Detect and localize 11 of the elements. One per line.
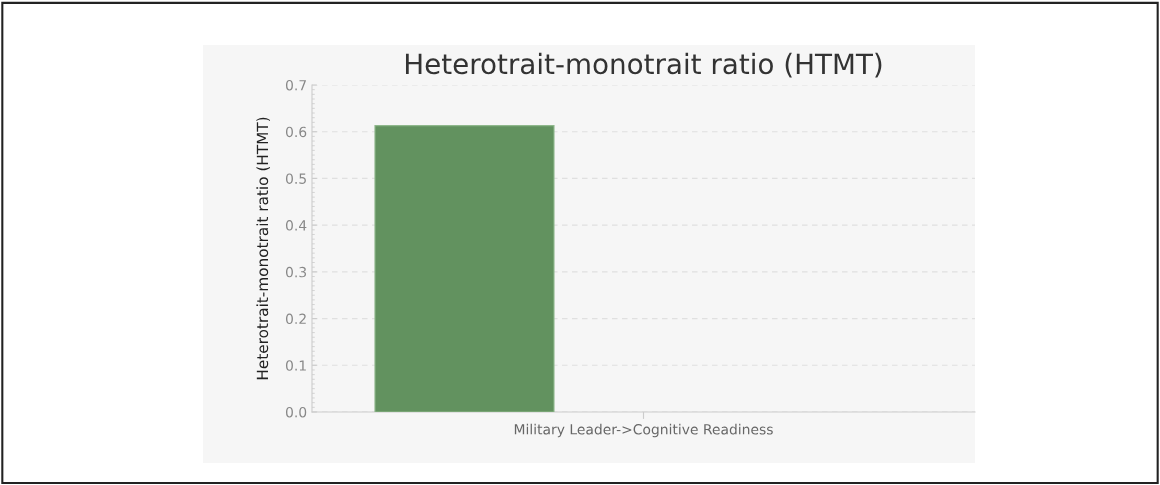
chart-title: Heterotrait-monotrait ratio (HTMT) <box>405 52 882 78</box>
y-tick-label: 0.0 <box>285 406 307 418</box>
y-tick-label: 0.3 <box>285 266 307 278</box>
y-tick-label: 0.1 <box>285 360 306 371</box>
y-axis-title: Heterotrait-monotrait ratio (HTMT) <box>256 117 270 380</box>
y-tick-label: 0.4 <box>285 220 307 231</box>
y-tick-label: 0.6 <box>285 126 307 138</box>
y-tick-label: 0.7 <box>285 79 306 91</box>
y-tick-label: 0.5 <box>285 173 306 184</box>
x-tick-label: Military Leader->Cognitive Readiness <box>514 423 773 438</box>
y-tick-label: 0.2 <box>285 313 306 325</box>
